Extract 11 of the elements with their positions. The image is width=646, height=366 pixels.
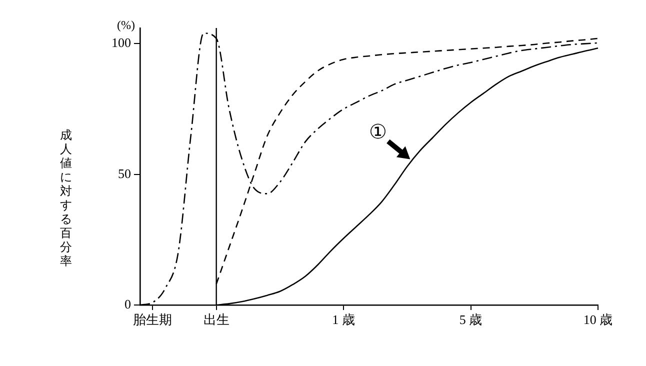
x-tick-label: 胎生期 xyxy=(133,312,172,328)
annotation: ① xyxy=(369,122,388,144)
x-tick-label: 1 歳 xyxy=(332,312,355,328)
y-tick-label: 50 xyxy=(118,166,131,181)
text: 成人値に対する百分率 xyxy=(60,128,72,268)
text: (%) xyxy=(117,18,135,32)
y-tick-label: 0 xyxy=(124,296,131,312)
x-tick-label: 5 歳 xyxy=(459,312,482,328)
x-tick-label: 出生 xyxy=(203,312,230,328)
y-tick-label: 100 xyxy=(112,35,131,50)
x-tick-label: 10 歳 xyxy=(583,312,613,328)
